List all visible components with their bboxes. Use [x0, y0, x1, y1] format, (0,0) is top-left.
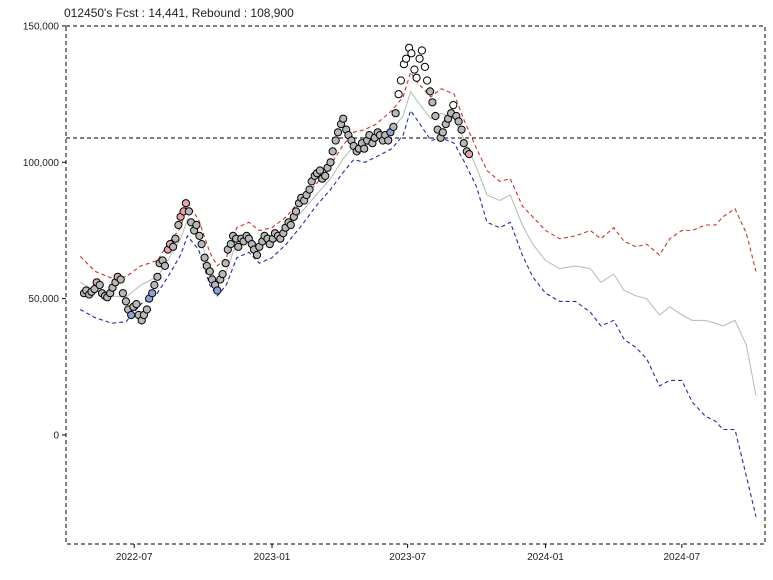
observed-point — [181, 199, 190, 208]
x-axis: 2022-07 2023-01 2023-07 2024-01 2024-07 — [116, 544, 701, 563]
observed-point — [142, 305, 151, 314]
observed-point — [423, 76, 432, 85]
observed-point — [396, 76, 405, 85]
observed-point — [153, 272, 162, 281]
x-tick-label: 2023-07 — [389, 552, 426, 563]
observed-point — [417, 46, 426, 55]
observed-point — [321, 171, 330, 180]
observed-point — [360, 144, 369, 153]
observed-point — [315, 166, 325, 175]
observed-point — [412, 73, 421, 82]
series-layer — [79, 71, 757, 517]
observed-point — [391, 109, 400, 118]
observed-point — [326, 158, 335, 167]
observed-point — [252, 250, 262, 260]
observed-point — [150, 280, 159, 290]
observed-point — [339, 114, 348, 123]
mean-line — [79, 90, 757, 396]
observed-point — [200, 253, 209, 262]
observed-point — [328, 147, 337, 156]
observed-point — [116, 275, 125, 284]
y-tick-label: 50,000 — [28, 294, 59, 305]
observed-point — [118, 289, 128, 298]
observed-point — [286, 220, 295, 230]
observed-point — [218, 270, 227, 279]
observed-point — [459, 139, 468, 148]
lower-band-line — [79, 109, 757, 517]
observed-point — [333, 128, 343, 137]
observed-point — [389, 122, 398, 132]
x-tick-label: 2023-01 — [254, 552, 291, 563]
observed-point — [426, 87, 435, 96]
observed-point — [431, 111, 440, 121]
observed-point — [384, 136, 393, 145]
observed-point — [420, 62, 429, 72]
x-tick-label: 2024-01 — [527, 552, 564, 563]
chart-title: 012450's Fcst : 14,441, Rebound : 108,90… — [64, 6, 294, 20]
observed-point — [457, 125, 466, 134]
y-tick-label: 0 — [53, 430, 59, 441]
observed-point — [213, 286, 222, 295]
observed-point — [192, 220, 201, 230]
x-tick-label: 2024-07 — [663, 552, 700, 563]
observed-point — [184, 207, 193, 216]
observed-point — [331, 136, 340, 145]
observed-point — [394, 90, 403, 99]
observed-point — [174, 220, 183, 230]
observed-point — [449, 101, 458, 110]
observed-point — [171, 234, 180, 243]
observed-point — [305, 185, 314, 194]
observed-point — [132, 300, 141, 309]
observed-point — [291, 207, 301, 216]
observed-point — [121, 297, 131, 306]
observed-point — [197, 240, 206, 249]
y-tick-label: 100,000 — [23, 158, 60, 169]
x-tick-label: 2022-07 — [116, 552, 153, 563]
observed-point — [465, 150, 474, 159]
observed-point — [148, 289, 157, 298]
observed-point — [221, 259, 230, 268]
observed-point — [438, 128, 447, 137]
y-tick-label: 150,000 — [23, 22, 60, 33]
plot-frame — [65, 25, 766, 545]
y-axis: 0 50,000 100,000 150,000 — [23, 22, 66, 441]
observed-point — [454, 117, 463, 126]
observed-point — [234, 242, 243, 251]
observed-point — [407, 49, 416, 58]
observed-points-layer — [79, 43, 474, 325]
observed-point — [402, 54, 411, 63]
observed-point — [226, 240, 235, 249]
observed-point — [205, 267, 214, 276]
observed-point — [127, 310, 136, 320]
observed-point — [415, 54, 424, 63]
upper-band-line — [79, 71, 757, 279]
observed-point — [410, 65, 419, 74]
observed-point — [195, 231, 204, 240]
observed-point — [160, 261, 169, 270]
observed-point — [169, 242, 178, 251]
observed-point — [428, 98, 437, 107]
observed-point — [95, 280, 104, 290]
